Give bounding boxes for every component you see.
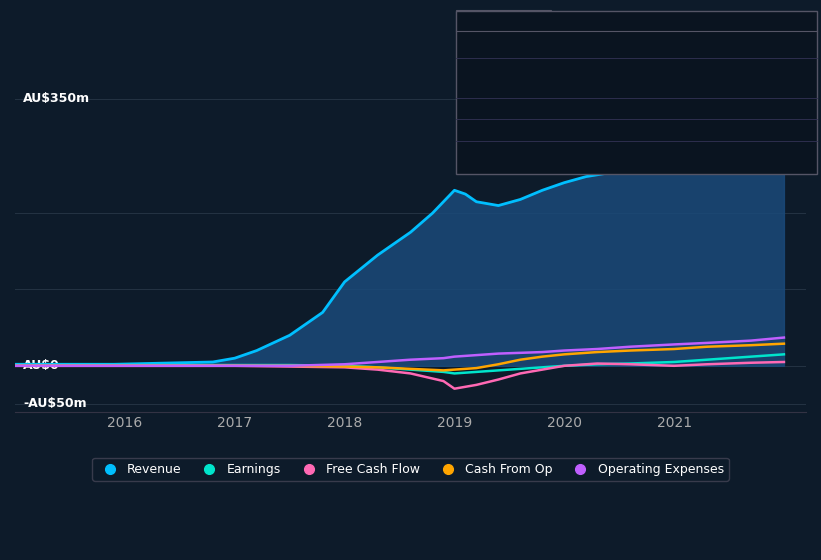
Text: AU$29.000m: AU$29.000m: [628, 121, 708, 131]
Text: Operating Expenses: Operating Expenses: [462, 142, 575, 152]
Text: AU$0: AU$0: [23, 360, 60, 372]
Text: Cash From Op: Cash From Op: [462, 121, 540, 131]
Text: /yr: /yr: [681, 59, 700, 69]
Legend: Revenue, Earnings, Free Cash Flow, Cash From Op, Operating Expenses: Revenue, Earnings, Free Cash Flow, Cash …: [92, 458, 729, 481]
Text: /yr: /yr: [681, 121, 700, 131]
Text: Dec 31 2021: Dec 31 2021: [460, 14, 547, 27]
Text: Revenue: Revenue: [462, 38, 511, 48]
Text: AU$37.165m: AU$37.165m: [628, 142, 708, 152]
Text: AU$348.301m: AU$348.301m: [628, 38, 715, 48]
Text: AU$350m: AU$350m: [23, 92, 90, 105]
Text: AU$4.653m: AU$4.653m: [628, 100, 699, 110]
Text: AU$22.738m: AU$22.738m: [628, 59, 708, 69]
Text: /yr: /yr: [686, 38, 705, 48]
Text: Earnings: Earnings: [462, 59, 511, 69]
Text: /yr: /yr: [681, 142, 700, 152]
Text: /yr: /yr: [677, 100, 695, 110]
Text: -AU$50m: -AU$50m: [23, 398, 87, 410]
Text: Dec 31 2021: Dec 31 2021: [462, 16, 549, 29]
Text: profit margin: profit margin: [652, 81, 728, 91]
Text: Free Cash Flow: Free Cash Flow: [462, 100, 546, 110]
Text: 6.5%: 6.5%: [628, 81, 659, 91]
